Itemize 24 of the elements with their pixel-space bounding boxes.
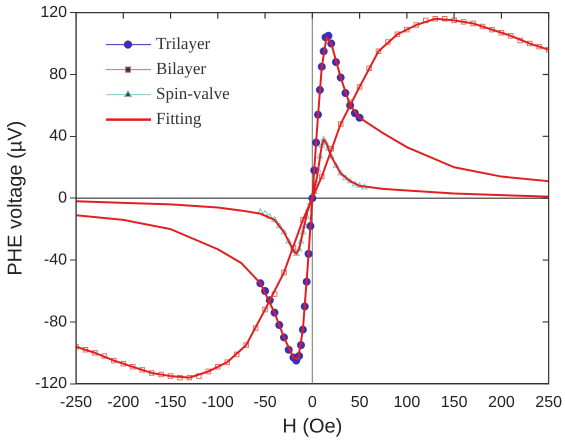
legend-label: Fitting [156,109,202,128]
legend-label: Trilayer [156,34,211,54]
x-tick-label: -200 [107,394,140,411]
x-tick-label: -50 [254,394,277,411]
x-axis-title: H (Oe) [282,416,342,438]
y-tick-label: -120 [34,375,68,392]
x-tick-label: 250 [535,394,562,411]
x-tick-label: -250 [60,394,92,411]
y-tick-label: 120 [40,4,68,22]
legend-label: Bilayer [156,59,206,78]
x-tick-label: 150 [440,394,468,411]
y-axis-title: PHE voltage (µV) [4,120,27,276]
y-tick-label: 80 [49,66,68,83]
x-tick-label: 200 [488,394,515,411]
x-tick-label: -150 [154,394,187,411]
x-tick-label: 50 [350,394,369,411]
y-tick-label: 0 [58,190,68,207]
y-tick-label: -80 [44,313,68,330]
x-tick-label: -100 [202,394,234,411]
legend-label: Spin-valve [156,84,230,104]
x-tick-label: 0 [308,394,317,411]
y-tick-label: 40 [49,128,68,145]
y-tick-label: -40 [44,251,68,268]
x-tick-label: 100 [394,394,420,411]
